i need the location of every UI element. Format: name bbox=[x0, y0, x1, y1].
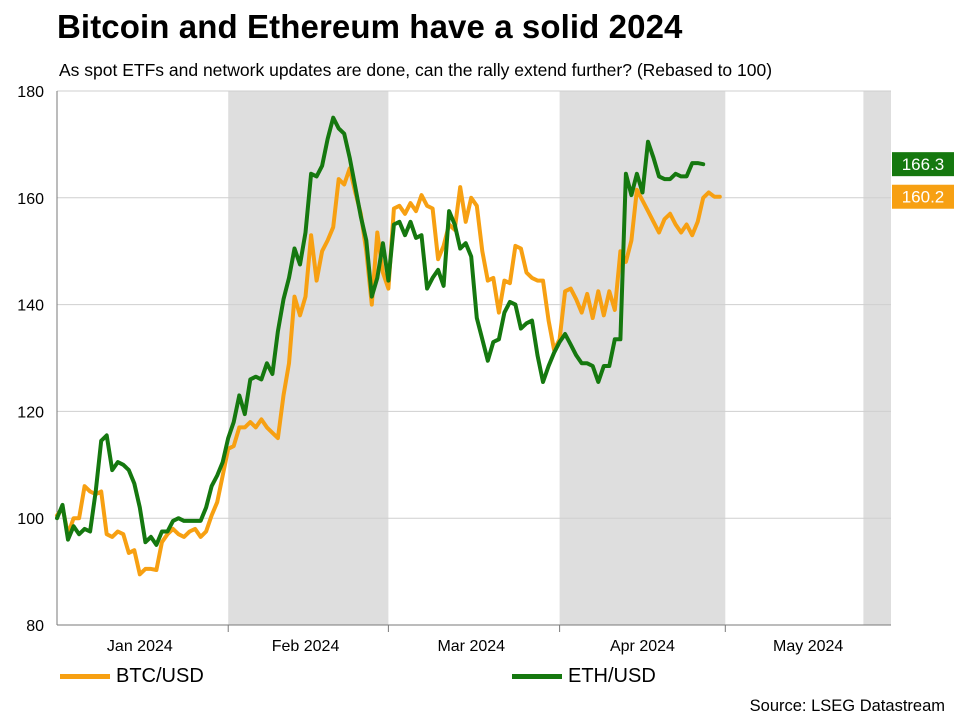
end-label-box bbox=[892, 184, 954, 209]
shaded-band-1 bbox=[559, 91, 726, 625]
x-tick-label-2: Mar 2024 bbox=[437, 638, 505, 655]
y-tick-label-120: 120 bbox=[17, 404, 44, 421]
source-note: Source: LSEG Datastream bbox=[749, 697, 945, 715]
y-tick-label-180: 180 bbox=[17, 84, 44, 101]
gridlines bbox=[57, 90, 891, 519]
legend-item-btc: BTC/USD bbox=[60, 665, 204, 688]
shaded-band-0 bbox=[228, 91, 389, 625]
end-value-labels: 160.2 166.3 bbox=[892, 152, 954, 209]
y-tick-label-100: 100 bbox=[17, 511, 44, 528]
chart-title: Bitcoin and Ethereum have a solid 2024 bbox=[57, 8, 683, 45]
shaded-band-2 bbox=[863, 91, 891, 625]
end-label-eth-usd: 166.3 bbox=[892, 152, 954, 177]
series-lines bbox=[55, 115, 722, 577]
end-label-btc-usd: 160.2 bbox=[892, 184, 954, 209]
legend-label-btc: BTC/USD bbox=[116, 665, 204, 687]
shaded-month-bands bbox=[228, 91, 891, 625]
y-tick-label-140: 140 bbox=[17, 298, 44, 315]
x-tick-label-3: Apr 2024 bbox=[610, 638, 675, 655]
chart-subtitle: As spot ETFs and network updates are don… bbox=[59, 60, 773, 80]
x-tick-label-4: May 2024 bbox=[773, 638, 843, 655]
axes: 80 100 120 140 160 180 Jan 2024 Feb 2024 Mar 202… bbox=[17, 84, 891, 655]
x-tick-label-1: Feb 2024 bbox=[272, 638, 340, 655]
y-tick-label-80: 80 bbox=[26, 618, 44, 635]
end-label-text: 166.3 bbox=[902, 155, 945, 174]
legend-swatch-btc bbox=[60, 674, 110, 679]
x-tick-label-0: Jan 2024 bbox=[107, 638, 173, 655]
legend-swatch-eth bbox=[512, 674, 562, 679]
end-label-text: 160.2 bbox=[902, 188, 945, 207]
legend-item-eth: ETH/USD bbox=[512, 665, 656, 688]
series-line-eth-usd bbox=[55, 115, 706, 547]
series-line-btc-usd bbox=[55, 166, 722, 577]
legend-label-eth: ETH/USD bbox=[568, 665, 656, 687]
y-tick-label-160: 160 bbox=[17, 191, 44, 208]
end-label-box bbox=[892, 152, 954, 177]
